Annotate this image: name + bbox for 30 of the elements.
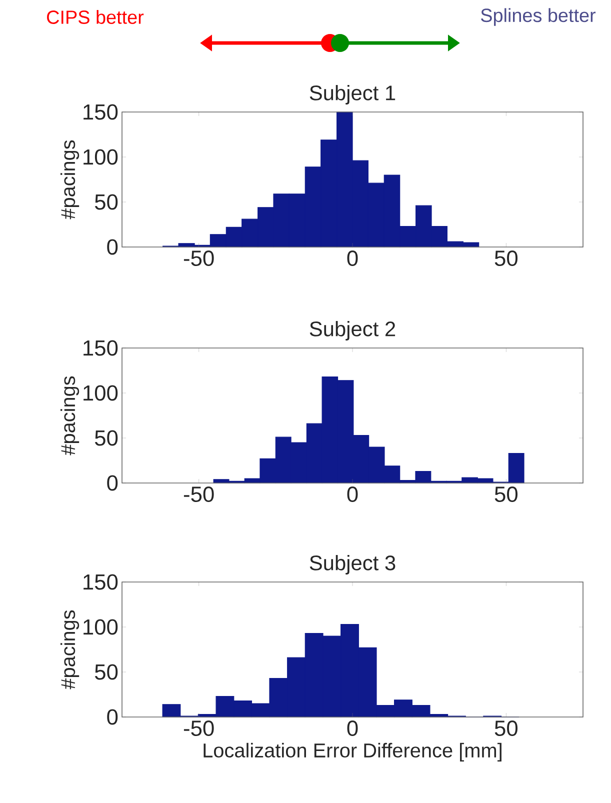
y-tick-label: 150 (84, 340, 118, 356)
x-tick-label: 0 (347, 250, 358, 266)
y-tick-label: 150 (84, 574, 118, 590)
y-tick-label: 50 (94, 430, 118, 446)
chart-title: Subject 3 (310, 555, 396, 575)
y-tick-label: 0 (107, 475, 118, 491)
x-tick-label: -50 (184, 486, 214, 502)
y-axis-title: #pacings (60, 376, 80, 456)
chart-title: Subject 2 (310, 321, 396, 340)
y-tick-label: 100 (84, 149, 118, 165)
x-tick-label: -50 (184, 720, 214, 736)
y-tick-label: 150 (84, 104, 118, 120)
x-tick-label: 50 (494, 720, 518, 736)
x-tick-label: 50 (494, 486, 518, 502)
y-axis-title: #pacings (60, 140, 80, 220)
y-tick-label: 50 (94, 194, 118, 210)
y-tick-label: 100 (84, 619, 118, 635)
x-tick-label: 50 (494, 250, 518, 266)
y-tick-label: 0 (107, 709, 118, 725)
x-axis-title: Localization Error Difference [mm] (204, 742, 502, 762)
text: CIPS better (47, 10, 144, 24)
chart-title: Subject 1 (310, 84, 396, 104)
y-tick-label: 50 (94, 664, 118, 680)
text: Splines better (480, 8, 596, 26)
y-tick-label: 0 (107, 239, 118, 255)
x-tick-label: 0 (347, 486, 358, 502)
x-tick-label: 0 (347, 720, 358, 736)
y-tick-label: 100 (84, 385, 118, 401)
y-axis-title: #pacings (60, 610, 80, 690)
x-tick-label: -50 (184, 250, 214, 266)
